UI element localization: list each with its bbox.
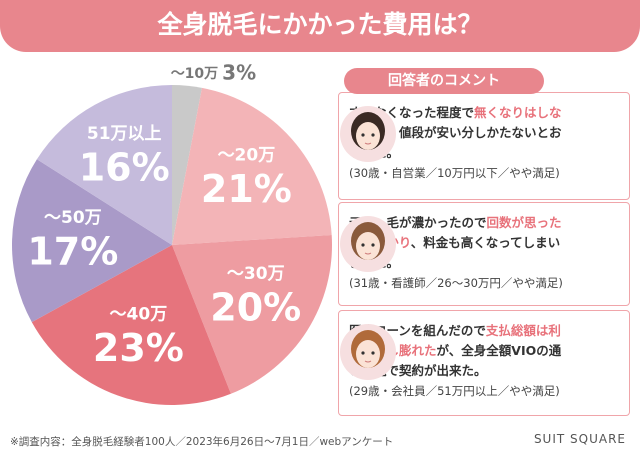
slice-value: 23%	[93, 326, 184, 370]
pie-slice	[31, 245, 231, 405]
pie-slice	[172, 87, 332, 245]
avatar	[340, 216, 396, 272]
slice-category: 〜50万	[44, 208, 102, 228]
footer-note: ※調査内容：全身脱毛経験者100人／2023年6月26日〜7月1日／webアンケ…	[10, 436, 394, 448]
pie-slice	[36, 85, 172, 245]
slice-value: 21%	[201, 167, 292, 211]
pie-slice	[172, 85, 202, 245]
comment-box: 医療ローンを組んだので支払総額は利息で少し膨れたが、全身全額VIOの通い放題で契…	[338, 310, 630, 416]
slice-category: 51万以上	[87, 124, 162, 144]
slice-value: 16%	[79, 146, 170, 190]
comment-attribution: (29歳・会社員／51万円以上／やや満足)	[349, 384, 560, 398]
pie-slice	[172, 234, 332, 394]
slice-category: 〜20万	[218, 145, 276, 165]
chart-title: 全身脱毛にかかった費用は？	[0, 0, 640, 52]
slice-category: 〜10万	[171, 66, 218, 82]
slice-value: 3%	[222, 60, 256, 84]
brand: SUIT SQUARE	[533, 432, 626, 446]
avatar	[340, 106, 396, 162]
comment-attribution: (31歳・看護師／26〜30万円／やや満足)	[349, 276, 563, 290]
slice-category: 〜40万	[110, 304, 168, 324]
comment-attribution: (30歳・自営業／10万円以下／やや満足)	[349, 166, 560, 180]
slice-value: 17%	[27, 229, 118, 273]
comment-box: すくなくなった程度で無くなりはしなかった。値段が安い分しかたないとおもった。(3…	[338, 92, 630, 200]
slice-value: 20%	[210, 286, 301, 330]
comments-panel: 回答者のコメント すくなくなった程度で無くなりはしなかった。値段が安い分しかたな…	[338, 68, 634, 416]
comment-box: 元々、毛が濃かったので回数が思ったよりかかり、料金も高くなってしまいました。(3…	[338, 202, 630, 306]
comments-heading: 回答者のコメント	[344, 68, 544, 94]
pie-slice	[11, 159, 173, 323]
slice-category: 〜30万	[227, 264, 285, 284]
avatar	[340, 324, 396, 380]
